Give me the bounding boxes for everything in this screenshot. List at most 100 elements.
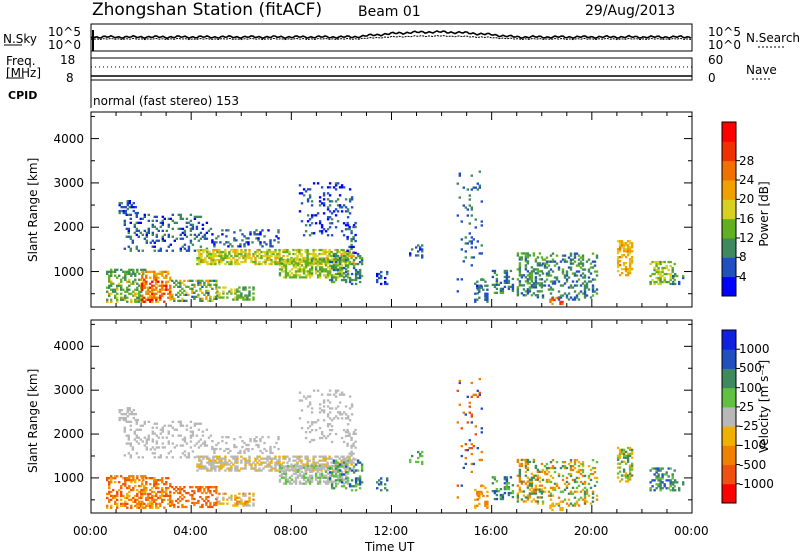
velocity-cell <box>618 466 622 469</box>
colorbar-tick-label: -1000 <box>739 476 774 491</box>
velocity-cell <box>122 418 125 422</box>
xtick-label: 20:00 <box>573 524 609 538</box>
power-cell <box>258 256 261 260</box>
power-cell <box>526 274 530 277</box>
velocity-cell <box>524 470 528 473</box>
velocity-cell <box>224 461 227 464</box>
velocity-cell <box>595 476 599 480</box>
power-cell <box>193 233 197 236</box>
velocity-cell <box>225 436 228 439</box>
velocity-cell <box>199 422 203 425</box>
power-cell <box>468 232 471 235</box>
velocity-cell <box>260 461 263 464</box>
power-cell <box>236 260 239 264</box>
velocity-cell <box>128 475 131 478</box>
velocity-cell <box>340 465 344 468</box>
power-cell <box>298 270 302 273</box>
power-cell <box>332 260 336 263</box>
velocity-cell <box>622 450 626 453</box>
power-cell <box>218 292 221 295</box>
power-cell <box>249 233 252 236</box>
velocity-cell <box>135 434 138 437</box>
power-cell <box>336 260 340 263</box>
power-cell <box>340 184 344 187</box>
power-cell <box>124 274 127 277</box>
velocity-cell <box>169 502 172 505</box>
power-cell <box>657 278 660 282</box>
power-cell <box>344 254 347 258</box>
velocity-cell <box>342 459 345 462</box>
velocity-cell <box>322 399 326 402</box>
velocity-cell <box>203 499 206 503</box>
power-cell <box>216 250 219 254</box>
velocity-cell <box>530 480 534 483</box>
velocity-cell <box>290 478 294 481</box>
velocity-cell <box>478 502 481 505</box>
power-cell <box>151 270 154 273</box>
velocity-cell <box>147 498 150 501</box>
velocity-cell <box>120 475 123 478</box>
velocity-cell <box>348 485 352 488</box>
velocity-cell <box>202 467 205 470</box>
velocity-cell <box>318 478 322 481</box>
velocity-cell <box>536 474 540 477</box>
velocity-cell <box>118 481 121 484</box>
power-cell <box>198 260 201 264</box>
power-cell <box>356 252 360 256</box>
power-cell <box>318 222 322 225</box>
power-cell <box>230 260 233 264</box>
velocity-cell <box>346 456 349 459</box>
power-cell <box>350 198 354 201</box>
power-cell <box>157 272 160 275</box>
power-cell <box>624 242 628 245</box>
power-cell <box>503 281 507 284</box>
velocity-cell <box>622 452 626 455</box>
power-cell <box>384 280 387 284</box>
velocity-cell <box>120 484 123 488</box>
power-cell <box>155 233 158 236</box>
velocity-cell <box>354 432 357 435</box>
power-cell <box>226 296 229 299</box>
velocity-cell <box>268 463 271 466</box>
velocity-cell <box>593 466 597 470</box>
power-cell <box>187 285 190 288</box>
velocity-cell <box>482 494 485 498</box>
velocity-cell <box>171 420 174 423</box>
power-cell <box>302 276 306 279</box>
power-cell <box>147 270 150 273</box>
velocity-cell <box>243 451 246 455</box>
power-cell <box>624 266 628 269</box>
velocity-cell <box>191 486 194 489</box>
power-cell <box>591 266 595 269</box>
power-cell <box>120 284 123 287</box>
velocity-cell <box>581 470 585 474</box>
power-cell <box>530 274 534 277</box>
velocity-cell <box>264 461 267 464</box>
velocity-cell <box>328 465 331 468</box>
power-cell <box>217 235 220 238</box>
power-cell <box>472 256 475 259</box>
power-cell <box>143 300 146 303</box>
power-cell <box>203 235 207 238</box>
velocity-cell <box>191 450 195 453</box>
power-cell <box>179 247 182 250</box>
power-cell <box>151 286 154 289</box>
power-cell <box>540 290 544 293</box>
power-cell <box>163 288 166 291</box>
power-cell <box>348 278 352 282</box>
velocity-cell <box>294 472 298 475</box>
power-cell <box>136 288 139 291</box>
power-cell <box>516 294 520 297</box>
power-cell <box>344 256 348 260</box>
velocity-cell <box>234 496 237 499</box>
power-cell <box>338 270 342 273</box>
power-cell <box>520 276 524 279</box>
velocity-cell <box>266 465 269 468</box>
power-cell <box>244 260 247 264</box>
velocity-cell <box>308 476 312 479</box>
power-cell <box>316 212 320 215</box>
power-cell <box>159 249 162 252</box>
velocity-cell <box>356 469 360 472</box>
power-cell <box>138 292 141 295</box>
velocity-cell <box>330 467 334 470</box>
